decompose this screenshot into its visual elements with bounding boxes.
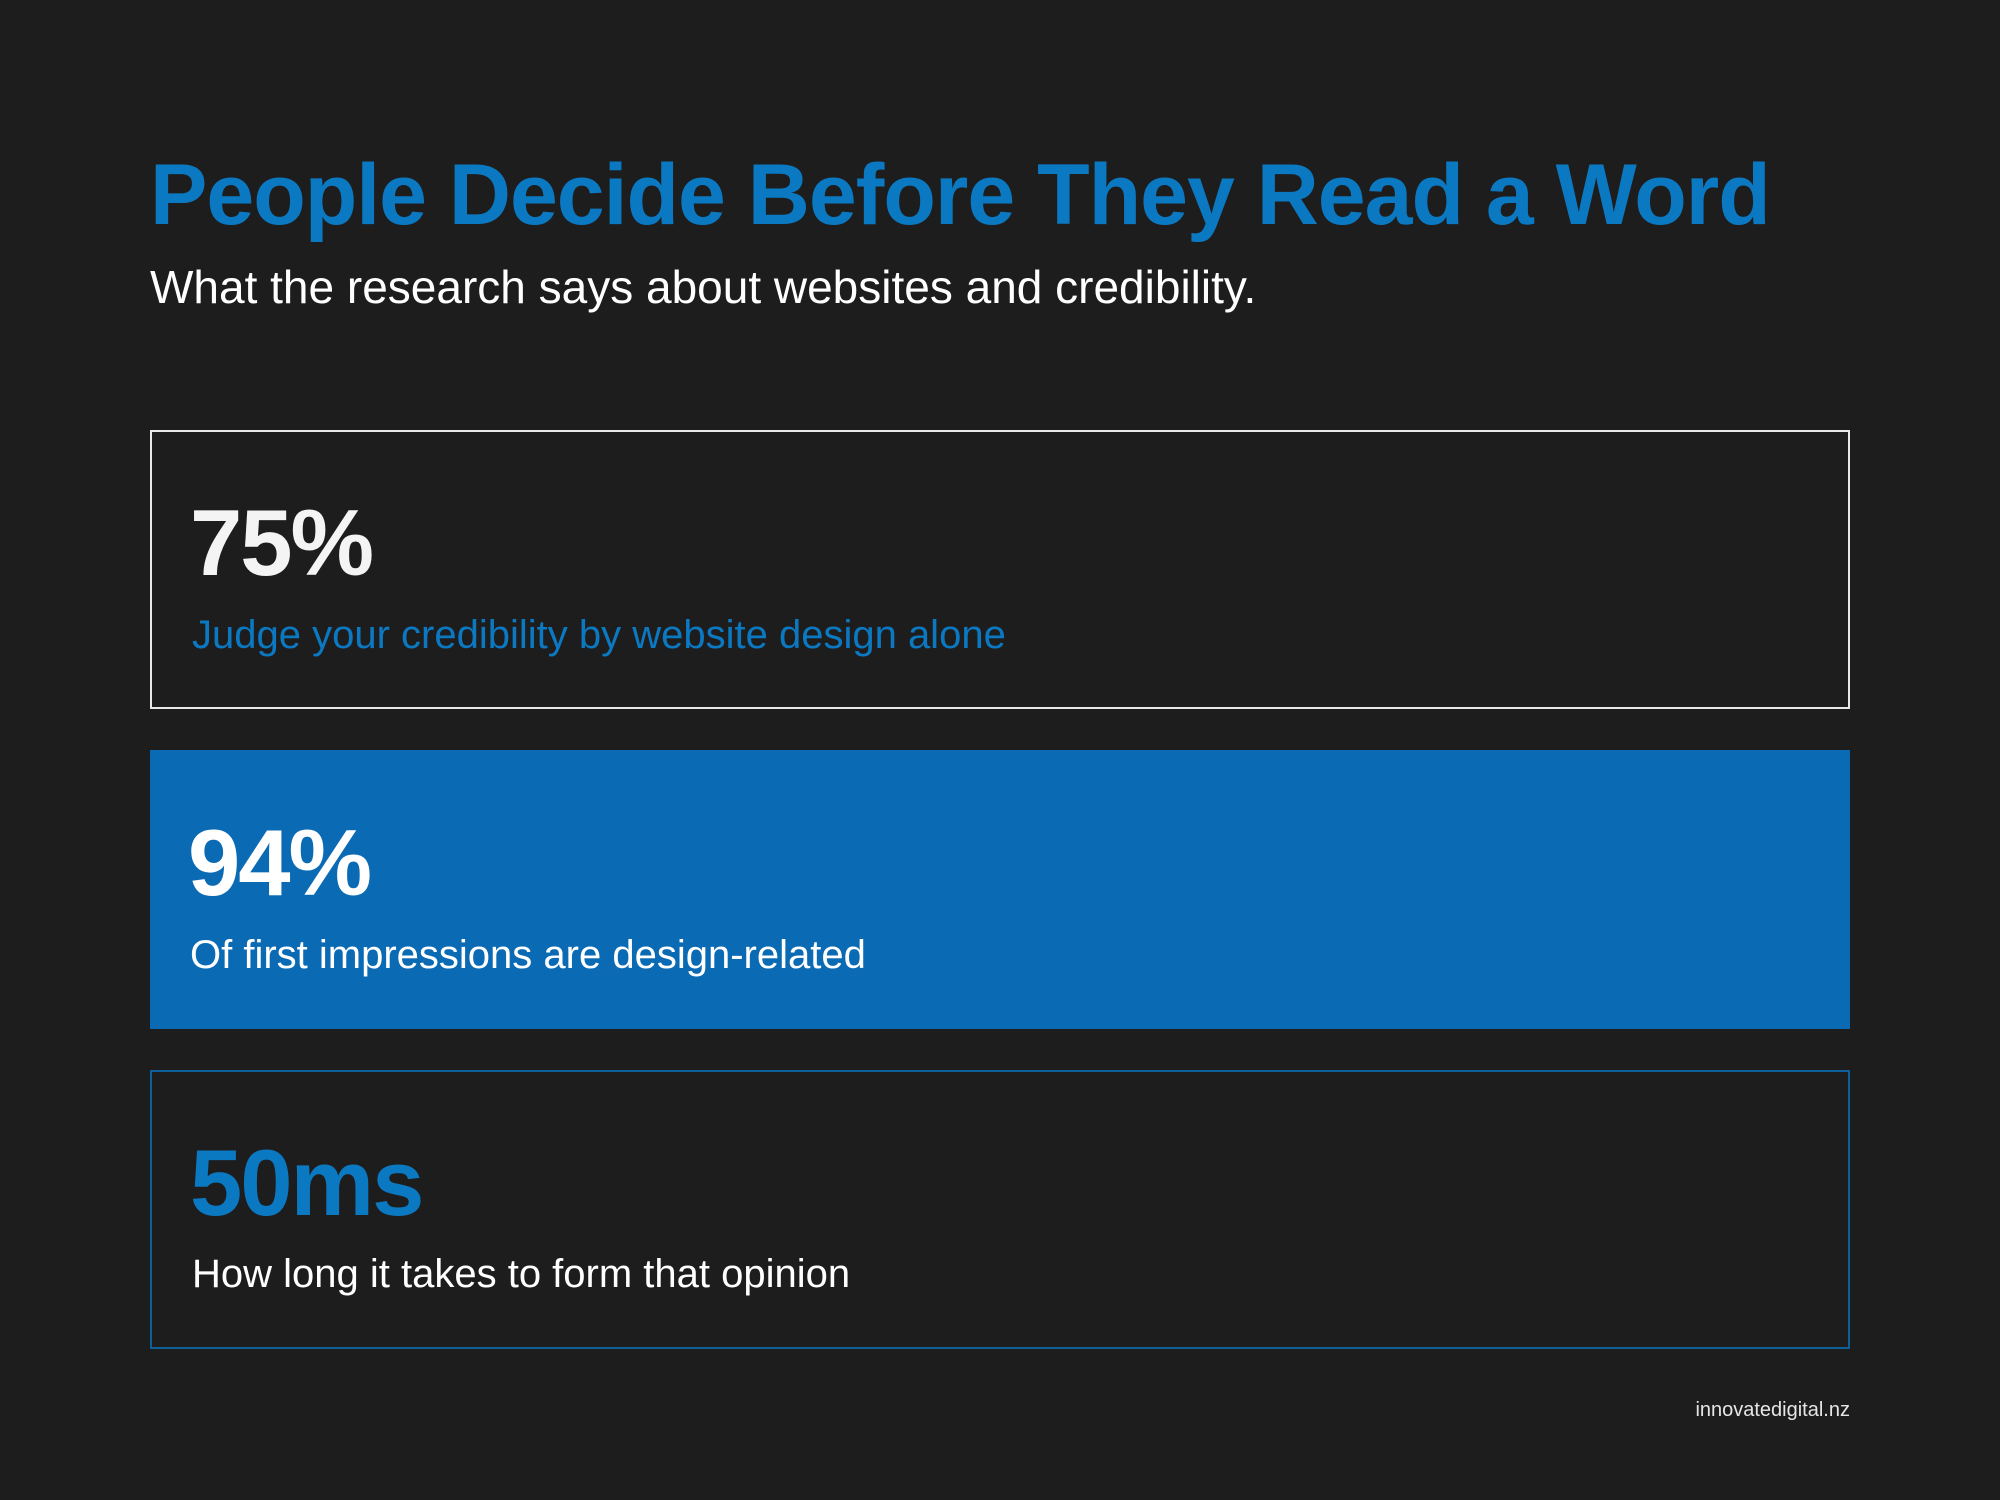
stat-value: 94%: [188, 810, 372, 915]
stat-value: 50ms: [190, 1130, 424, 1235]
stat-description: How long it takes to form that opinion: [192, 1252, 851, 1296]
stat-card-first-impressions: 94% Of first impressions are design-rela…: [150, 750, 1850, 1029]
stat-description: Judge your credibility by website design…: [192, 613, 1006, 657]
stat-card-time-to-opinion: 50ms How long it takes to form that opin…: [150, 1070, 1850, 1349]
footer-website: innovatedigital.nz: [1695, 1399, 1850, 1421]
page-title: People Decide Before They Read a Word: [150, 147, 1771, 243]
page-subtitle: What the research says about websites an…: [150, 261, 1257, 313]
stat-card-credibility: 75% Judge your credibility by website de…: [150, 430, 1850, 709]
stat-description: Of first impressions are design-related: [190, 933, 866, 977]
stat-value: 75%: [190, 490, 374, 595]
